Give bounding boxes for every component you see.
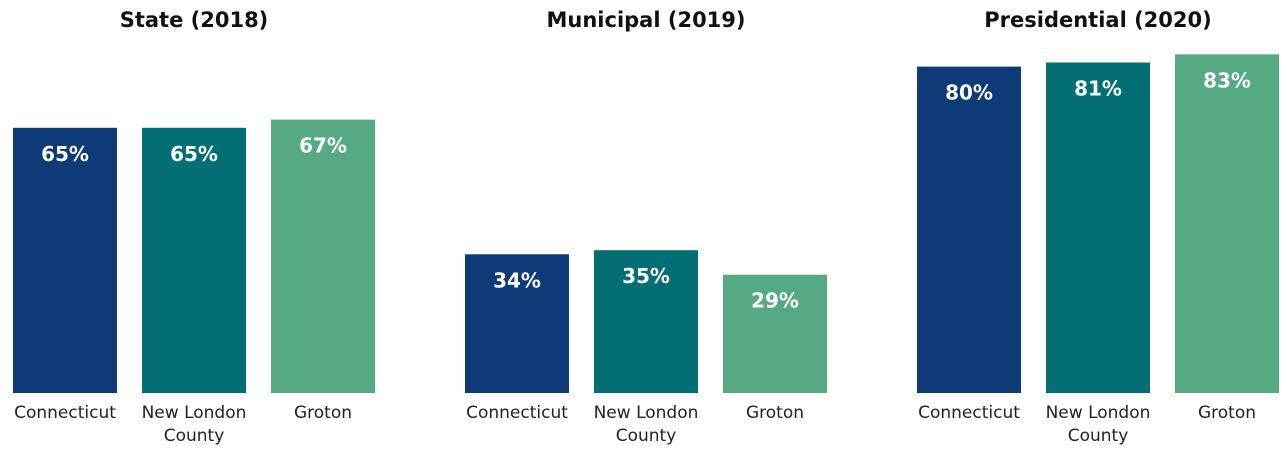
bar (723, 274, 827, 393)
category-label-line: Groton (746, 403, 804, 423)
bar (271, 119, 375, 393)
data-label: 80% (945, 81, 993, 105)
chart-panel-1: State (2018) 65% Connecticut 65% New London C… (13, 8, 375, 446)
category-label: New London County (142, 403, 247, 446)
bar (1046, 62, 1150, 394)
bar (917, 66, 1021, 393)
data-label: 34% (493, 268, 541, 292)
bar (465, 254, 569, 393)
bar (13, 127, 117, 394)
category-label-line: County (1068, 426, 1129, 446)
category-label-line: Groton (1198, 403, 1256, 423)
chart-panel-2: Municipal (2019) 34% Connecticut 35% New Lon… (465, 8, 827, 446)
category-label: Groton (1198, 403, 1256, 423)
chart-panel-3: Presidential (2020) 80% Connecticut 81% New … (917, 8, 1279, 446)
category-label-line: Connecticut (466, 403, 568, 423)
category-label-line: County (164, 426, 225, 446)
category-label: New London County (1046, 403, 1151, 446)
data-label: 67% (299, 134, 347, 158)
category-label: Connecticut (14, 403, 116, 423)
data-label: 83% (1203, 68, 1251, 92)
category-label-line: New London (594, 403, 699, 423)
category-label: Connecticut (466, 403, 568, 423)
chart-title: Presidential (2020) (984, 8, 1211, 32)
category-label-line: New London (1046, 403, 1151, 423)
chart-title: Municipal (2019) (547, 8, 746, 32)
category-label: New London County (594, 403, 699, 446)
bar (1175, 54, 1279, 394)
data-label: 35% (622, 264, 670, 288)
category-label-line: Connecticut (918, 403, 1020, 423)
category-label: Groton (294, 403, 352, 423)
data-label: 65% (41, 142, 89, 166)
bar (594, 250, 698, 393)
bar (142, 127, 246, 394)
category-label-line: New London (142, 403, 247, 423)
chart-title: State (2018) (120, 8, 269, 32)
data-label: 29% (751, 289, 799, 313)
category-label-line: Connecticut (14, 403, 116, 423)
category-label: Groton (746, 403, 804, 423)
data-label: 65% (170, 142, 218, 166)
category-label-line: County (616, 426, 677, 446)
category-label: Connecticut (918, 403, 1020, 423)
category-label-line: Groton (294, 403, 352, 423)
data-label: 81% (1074, 77, 1122, 101)
